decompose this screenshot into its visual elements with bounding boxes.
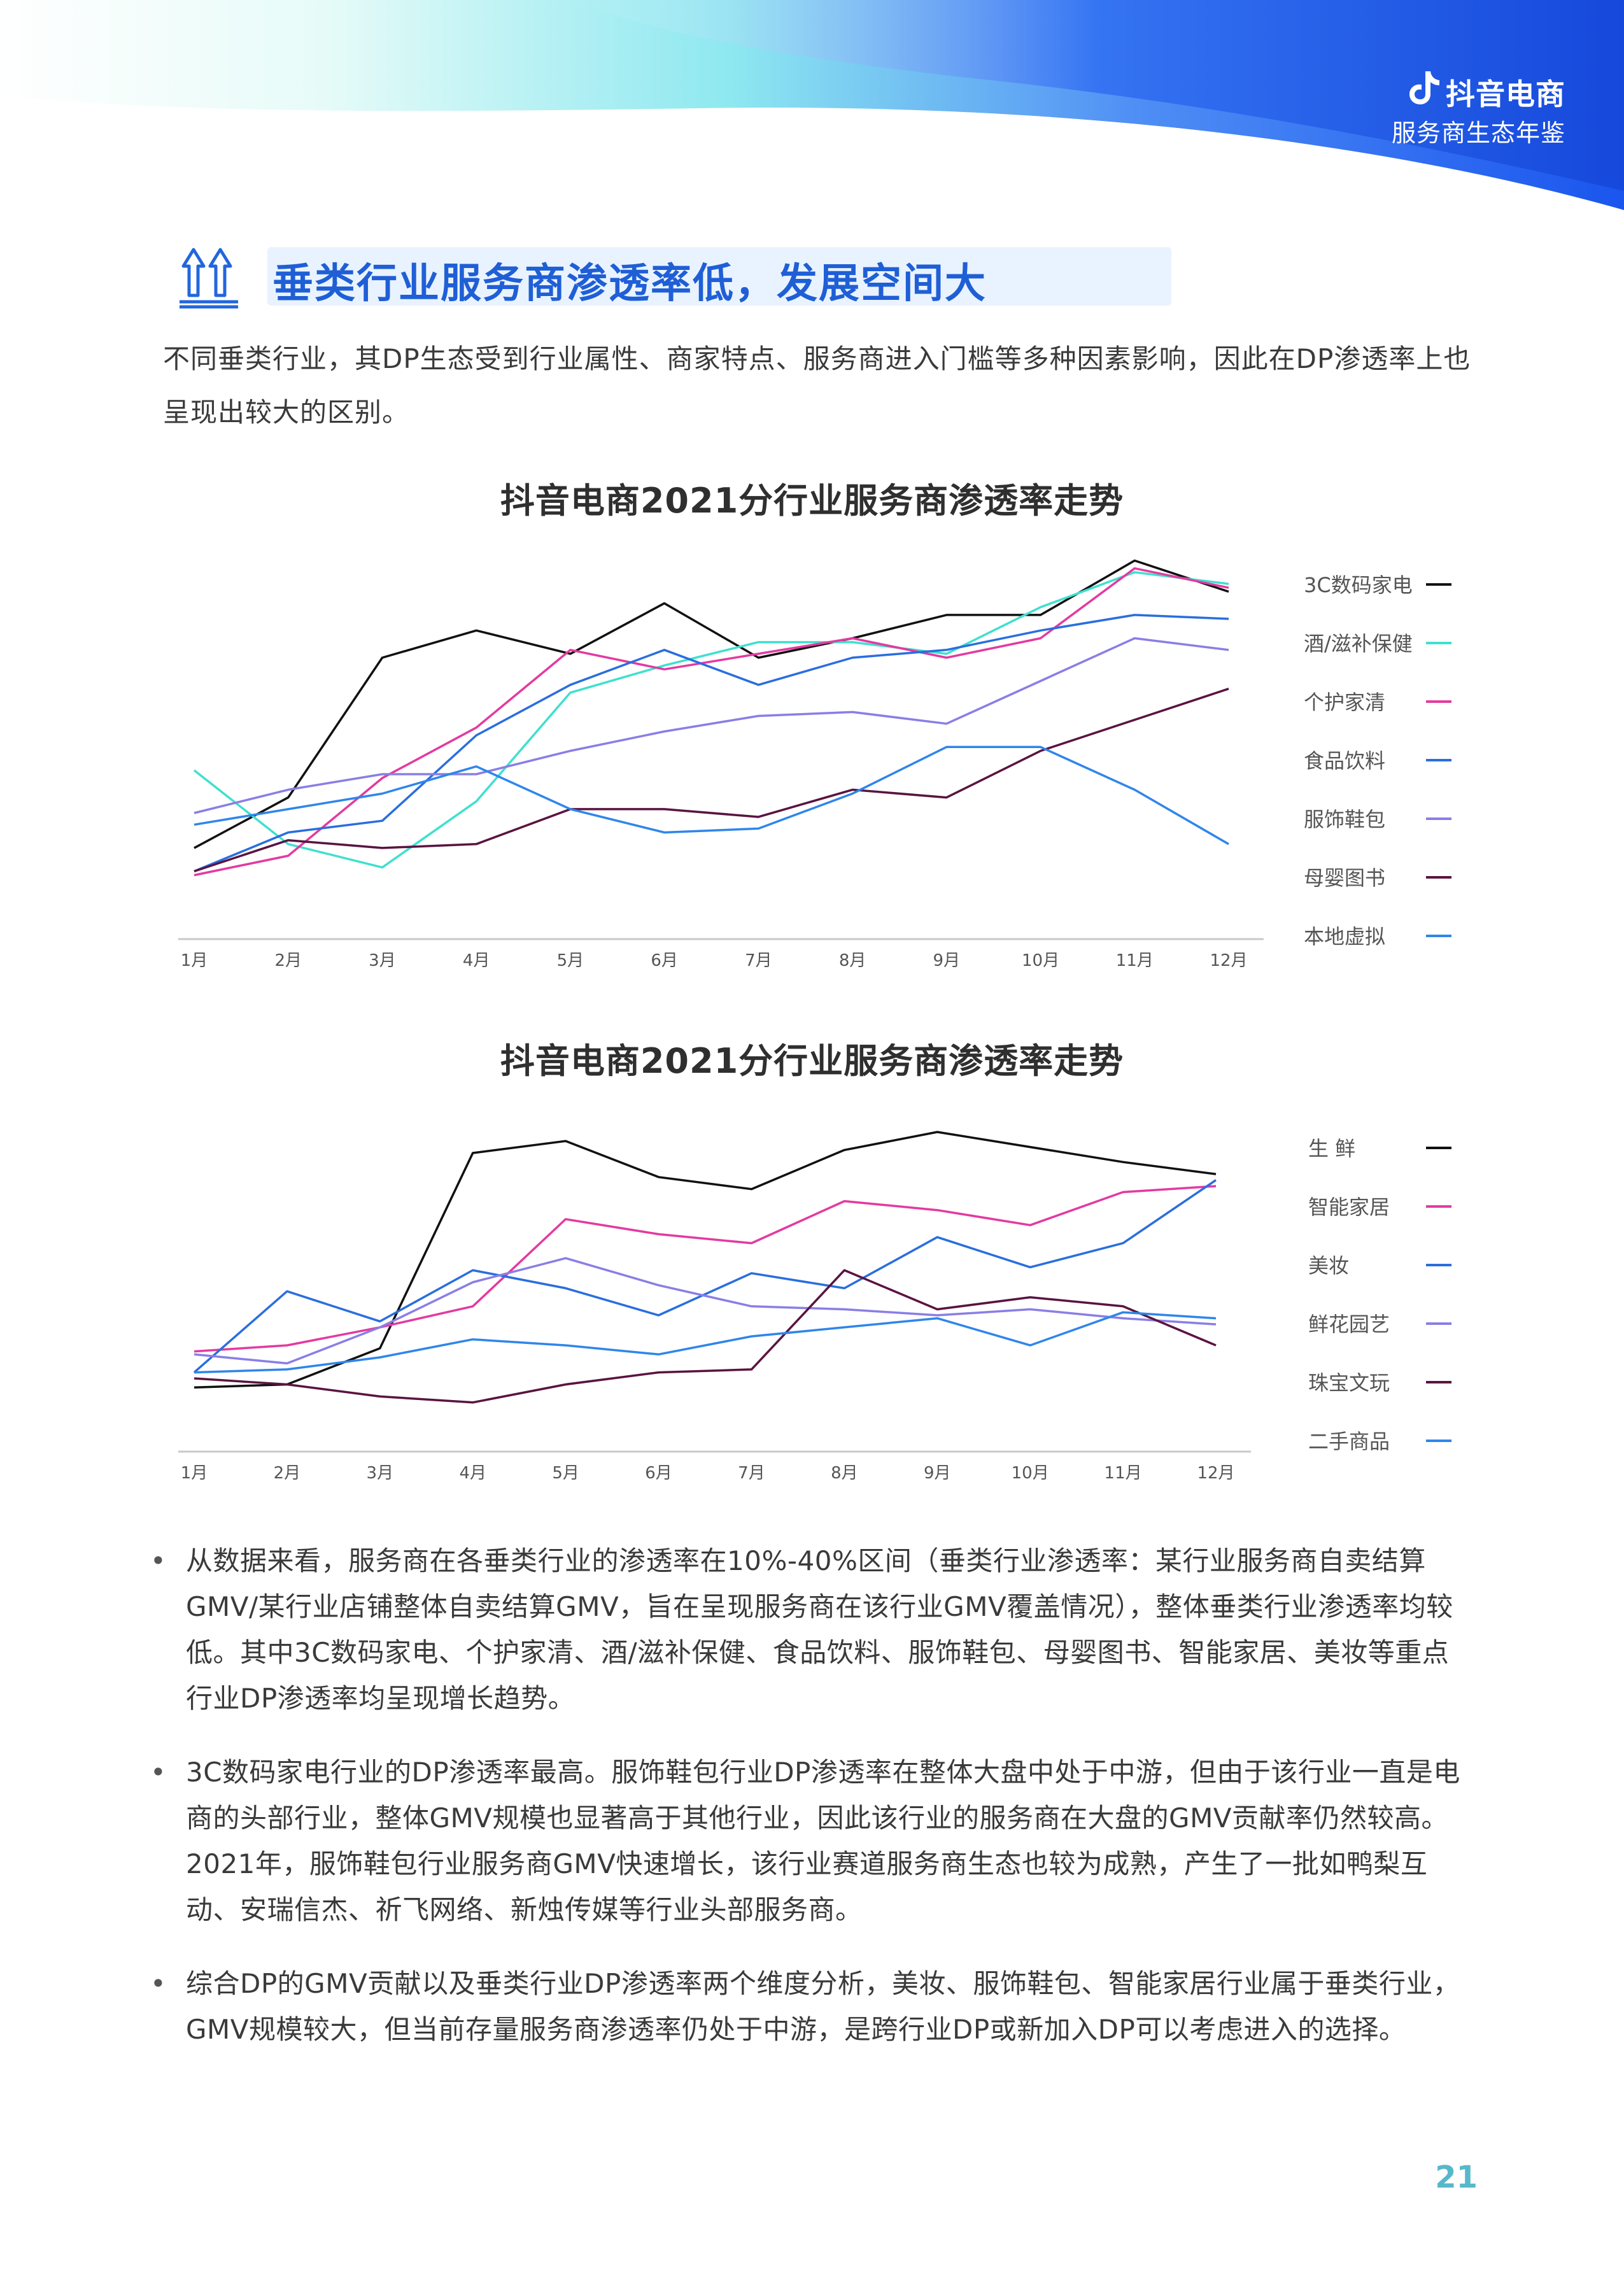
bullet-item: • 综合DP的GMV贡献以及垂类行业DP渗透率两个维度分析，美妆、服饰鞋包、智能… <box>145 1961 1476 2053</box>
double-up-arrow-icon <box>180 248 238 309</box>
legend-label: 母婴图书 <box>1304 866 1385 890</box>
header-banner <box>0 0 1624 210</box>
x-tick-label: 1月 <box>181 1464 208 1483</box>
x-tick-label: 11月 <box>1116 951 1154 970</box>
x-tick-label: 1月 <box>181 951 208 970</box>
legend-label: 3C数码家电 <box>1304 573 1413 597</box>
section-heading-text: 垂类行业服务商渗透率低，发展空间大 <box>272 260 987 308</box>
series-line <box>194 688 1229 873</box>
x-tick-label: 3月 <box>367 1464 394 1483</box>
intro-paragraph: 不同垂类行业，其DP生态受到行业属性、商家特点、服务商进入门槛等多种因素影响，因… <box>163 343 1471 428</box>
legend-label: 酒/滋补保健 <box>1304 632 1413 656</box>
x-tick-label: 11月 <box>1105 1464 1142 1483</box>
brand-subtitle: 服务商生态年鉴 <box>1391 119 1565 147</box>
x-tick-label: 7月 <box>738 1464 765 1483</box>
x-tick-label: 4月 <box>459 1464 486 1483</box>
page-number: 21 <box>1435 2160 1478 2195</box>
series-line <box>194 559 1229 849</box>
legend-label: 鲜花园艺 <box>1308 1312 1390 1336</box>
legend-label: 生 鲜 <box>1308 1136 1355 1161</box>
chart1-line-chart: 1月 2月 3月 4月 5月 6月 7月 8月 9月 10月 11月 12月 3C数码家电酒/滋补保健个… <box>178 559 1451 970</box>
chart1-title: 抖音电商2021分行业服务商渗透率走势 <box>500 481 1124 521</box>
bullet-marker: • <box>150 1968 167 1999</box>
series-line <box>194 1269 1217 1404</box>
x-tick-label: 9月 <box>924 1464 951 1483</box>
x-tick-label: 5月 <box>552 1464 579 1483</box>
x-tick-label: 2月 <box>274 951 302 970</box>
legend-label: 美妆 <box>1308 1254 1349 1278</box>
x-tick-label: 8月 <box>831 1464 858 1483</box>
bullet-text: 综合DP的GMV贡献以及垂类行业DP渗透率两个维度分析，美妆、服饰鞋包、智能家居… <box>186 1968 1460 2045</box>
bullet-item: • 3C数码家电行业的DP渗透率最高。服饰鞋包行业DP渗透率在整体大盘中处于中游… <box>145 1750 1476 1933</box>
x-tick-label: 7月 <box>745 951 772 970</box>
brand-name-text: 抖音电商 <box>1446 77 1565 111</box>
x-tick-label: 10月 <box>1022 951 1059 970</box>
series-line <box>194 637 1229 814</box>
legend-label: 珠宝文玩 <box>1308 1371 1390 1395</box>
x-tick-label: 5月 <box>557 951 584 970</box>
legend-label: 服饰鞋包 <box>1304 807 1385 831</box>
x-tick-label: 6月 <box>645 1464 672 1483</box>
x-tick-label: 4月 <box>463 951 490 970</box>
x-tick-label: 10月 <box>1012 1464 1049 1483</box>
bullet-text: 3C数码家电行业的DP渗透率最高。服饰鞋包行业DP渗透率在整体大盘中处于中游，但… <box>186 1757 1460 1925</box>
legend-label: 食品饮料 <box>1304 749 1385 773</box>
series-line <box>194 1131 1217 1389</box>
chart2-line-chart: 1月 2月 3月 4月 5月 6月 7月 8月 9月 10月 11月 12月 生 鲜智能家居美妆鲜花园艺… <box>178 1131 1451 1483</box>
legend-label: 二手商品 <box>1308 1429 1390 1454</box>
x-tick-label: 12月 <box>1197 1464 1234 1483</box>
bullet-text: 从数据来看，服务商在各垂类行业的渗透率在10%-40%区间（垂类行业渗透率：某行… <box>186 1545 1453 1714</box>
x-tick-label: 6月 <box>651 951 678 970</box>
chart2-title: 抖音电商2021分行业服务商渗透率走势 <box>500 1041 1124 1081</box>
series-line <box>194 567 1229 877</box>
x-tick-label: 2月 <box>274 1464 301 1483</box>
series-line <box>193 571 1229 869</box>
tiktok-logo-icon <box>1409 71 1439 104</box>
x-tick-label: 3月 <box>369 951 396 970</box>
bullet-marker: • <box>150 1757 167 1788</box>
heading-highlight <box>267 247 1171 306</box>
series-line <box>194 1185 1217 1353</box>
legend-label: 本地虚拟 <box>1304 924 1385 949</box>
x-tick-label: 12月 <box>1210 951 1247 970</box>
series-line <box>193 1179 1217 1373</box>
section-heading: 垂类行业服务商渗透率低，发展空间大 <box>177 237 1171 313</box>
series-line <box>194 1257 1217 1365</box>
brand-name: 抖音电商 <box>1409 71 1565 113</box>
legend-label: 智能家居 <box>1308 1195 1390 1219</box>
x-tick-label: 9月 <box>933 951 961 970</box>
series-line <box>194 614 1229 873</box>
bullet-item: • 从数据来看，服务商在各垂类行业的渗透率在10%-40%区间（垂类行业渗透率：… <box>145 1538 1476 1722</box>
bullet-marker: • <box>150 1545 167 1576</box>
legend-label: 个护家清 <box>1304 690 1385 714</box>
bullet-list: • 从数据来看，服务商在各垂类行业的渗透率在10%-40%区间（垂类行业渗透率：… <box>145 1538 1476 2081</box>
series-line <box>194 1311 1217 1374</box>
series-line <box>194 746 1229 845</box>
x-tick-label: 8月 <box>839 951 866 970</box>
